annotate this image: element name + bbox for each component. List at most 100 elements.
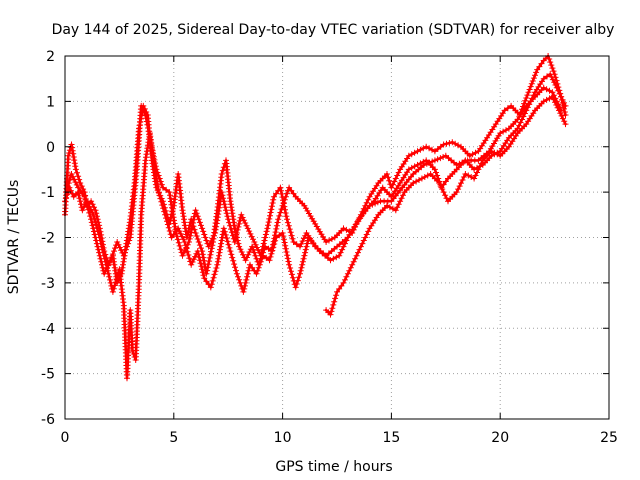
data-point xyxy=(277,184,284,191)
data-point xyxy=(192,207,199,214)
data-point xyxy=(199,225,206,232)
data-point xyxy=(208,248,214,255)
y-tick-label: -1 xyxy=(41,185,55,201)
data-point xyxy=(189,220,196,226)
data-point xyxy=(88,216,95,223)
data-point xyxy=(283,213,290,220)
data-point xyxy=(89,222,96,229)
data-point xyxy=(243,276,250,283)
data-point xyxy=(194,248,201,255)
data-point xyxy=(253,244,260,251)
data-point xyxy=(301,252,308,259)
data-point xyxy=(242,257,249,264)
data-point xyxy=(91,228,97,235)
data-point xyxy=(256,261,263,268)
data-point xyxy=(160,205,167,212)
data-point xyxy=(269,200,276,206)
data-point xyxy=(239,214,246,221)
data-point xyxy=(182,247,189,254)
data-point xyxy=(286,261,293,268)
data-point xyxy=(561,109,568,115)
data-point xyxy=(289,274,296,281)
data-point xyxy=(106,273,113,280)
data-point xyxy=(295,274,302,281)
data-point xyxy=(329,305,336,312)
data-point xyxy=(516,122,523,129)
data-point xyxy=(159,202,166,209)
data-point xyxy=(230,257,237,264)
data-point xyxy=(96,249,103,256)
data-point xyxy=(268,206,275,213)
data-point xyxy=(280,197,286,204)
data-point xyxy=(195,216,202,223)
data-point xyxy=(147,137,154,144)
data-point xyxy=(91,231,98,238)
data-point xyxy=(299,258,306,265)
data-point xyxy=(110,285,117,292)
data-point xyxy=(149,147,156,154)
data-point xyxy=(226,219,233,226)
data-point xyxy=(94,224,100,231)
data-point xyxy=(198,263,205,270)
data-point xyxy=(530,75,537,82)
data-point xyxy=(224,238,231,245)
data-point xyxy=(433,169,439,176)
data-point xyxy=(108,254,115,261)
data-point xyxy=(192,253,199,260)
data-point xyxy=(93,240,100,247)
data-point xyxy=(77,180,84,186)
data-point xyxy=(186,235,193,242)
data-point xyxy=(236,220,243,227)
data-point xyxy=(164,221,171,228)
data-point xyxy=(504,105,511,112)
data-point xyxy=(158,198,165,205)
data-point xyxy=(252,241,259,248)
data-point xyxy=(262,231,269,238)
data-point xyxy=(126,237,133,244)
y-tick-label: -5 xyxy=(41,367,55,383)
data-point xyxy=(270,193,277,200)
data-point xyxy=(236,217,243,224)
data-point xyxy=(194,236,201,242)
data-point xyxy=(80,204,87,211)
data-point xyxy=(562,102,569,109)
data-point xyxy=(220,198,227,205)
data-point xyxy=(186,239,192,245)
data-point xyxy=(278,190,285,197)
data-point xyxy=(287,265,294,271)
data-point xyxy=(263,254,270,261)
data-point xyxy=(166,189,173,196)
data-point xyxy=(548,73,555,80)
data-point xyxy=(246,249,253,255)
data-point xyxy=(193,233,200,239)
data-point xyxy=(282,245,289,252)
data-point xyxy=(453,189,460,196)
data-point xyxy=(268,250,275,257)
data-point xyxy=(159,184,166,191)
data-point xyxy=(156,175,163,182)
data-point xyxy=(148,141,155,147)
data-point xyxy=(423,160,430,167)
data-point xyxy=(533,69,540,76)
data-point xyxy=(190,256,197,263)
data-point xyxy=(529,78,536,84)
data-point xyxy=(244,225,251,232)
data-point xyxy=(144,121,151,128)
data-point xyxy=(304,240,311,247)
data-point xyxy=(273,222,280,229)
data-point xyxy=(152,160,159,167)
data-point xyxy=(73,181,80,188)
data-point xyxy=(66,150,73,156)
data-point xyxy=(236,276,243,283)
data-point xyxy=(501,107,508,114)
data-point xyxy=(372,200,379,207)
data-point xyxy=(299,261,306,268)
data-point xyxy=(297,267,304,274)
data-point xyxy=(194,213,201,220)
data-point xyxy=(366,202,373,209)
x-tick-label: 10 xyxy=(274,430,292,446)
data-point xyxy=(242,220,249,226)
data-point xyxy=(203,237,210,244)
data-point xyxy=(281,239,288,246)
data-point xyxy=(97,255,104,262)
